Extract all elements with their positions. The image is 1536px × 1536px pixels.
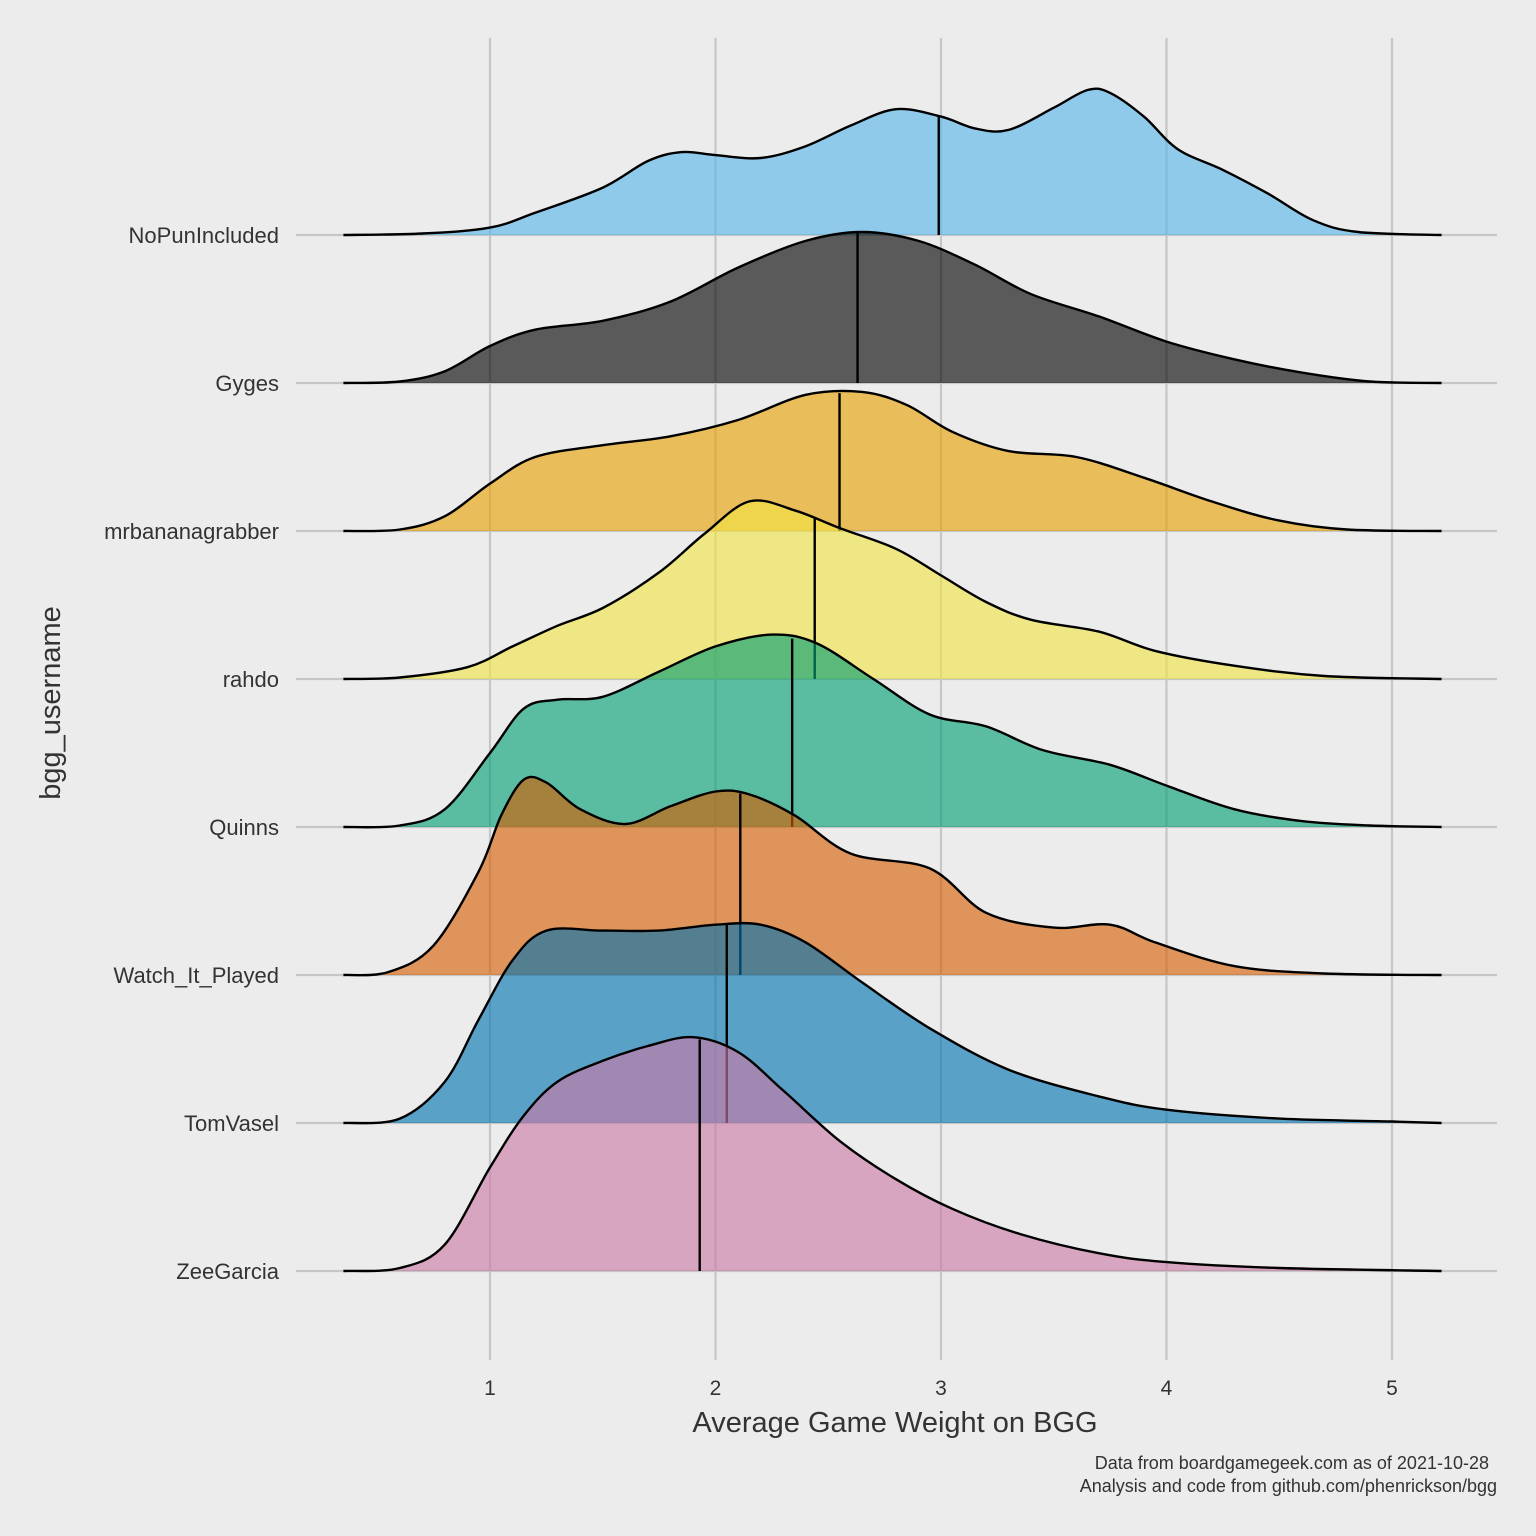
y-axis-labels: NoPunIncluded Gyges mrbananagrabber rahdo Qu…: [104, 223, 280, 1284]
x-axis-title: Average Game Weight on BGG: [692, 1407, 1097, 1439]
ridge-outline-nopunincluded: [343, 87, 1442, 237]
x-tick-label-5: 5: [1386, 1377, 1398, 1400]
caption-code: Analysis and code from github.com/phenri…: [1080, 1476, 1497, 1496]
x-tick-label-3: 3: [935, 1377, 947, 1400]
ridge-outline-watch-it-played: [343, 775, 1442, 977]
x-tick-label-2: 2: [710, 1377, 722, 1400]
caption-source: Data from boardgamegeek.com as of 2021-1…: [1095, 1453, 1489, 1473]
y-label-watch-it-played: Watch_It_Played: [114, 963, 280, 988]
ridge-gyges: [343, 230, 1442, 385]
y-label-tomvasel: TomVasel: [184, 1111, 279, 1136]
y-label-quinns: Quinns: [209, 815, 279, 840]
density-ridges: [343, 87, 1442, 1273]
y-label-nopunincluded: NoPunIncluded: [129, 223, 279, 248]
y-label-zeegarcia: ZeeGarcia: [176, 1259, 279, 1284]
ridge-quinns: [343, 633, 1442, 829]
ridge-fill-mrbananagrabber: [343, 390, 1442, 532]
y-label-rahdo: rahdo: [223, 667, 279, 692]
ridge-outline-gyges: [343, 230, 1442, 385]
ridge-mrbananagrabber: [343, 389, 1442, 533]
x-tick-label-1: 1: [484, 1377, 496, 1400]
ridge-fill-nopunincluded: [343, 88, 1442, 235]
ridge-outline-quinns: [343, 633, 1442, 829]
ridge-outline-rahdo: [343, 499, 1442, 681]
ridge-outline-zeegarcia: [343, 1035, 1442, 1273]
ridge-fill-watch-it-played: [343, 776, 1442, 976]
ridge-zeegarcia: [343, 1035, 1442, 1273]
ridge-fill-gyges: [343, 232, 1442, 383]
x-tick-label-4: 4: [1161, 1377, 1173, 1400]
ridge-nopunincluded: [343, 87, 1442, 237]
x-axis-tick-labels: 1 2 3 4 5: [484, 1377, 1398, 1400]
ridge-fill-zeegarcia: [343, 1037, 1442, 1272]
y-label-gyges: Gyges: [215, 371, 279, 396]
ridge-fill-rahdo: [343, 500, 1442, 679]
ridge-outline-tomvasel: [343, 921, 1442, 1125]
ridge-outline-mrbananagrabber: [343, 389, 1442, 533]
ridge-fill-quinns: [343, 634, 1442, 828]
y-label-mrbananagrabber: mrbananagrabber: [104, 519, 279, 544]
y-axis-title: bgg_username: [35, 606, 67, 799]
